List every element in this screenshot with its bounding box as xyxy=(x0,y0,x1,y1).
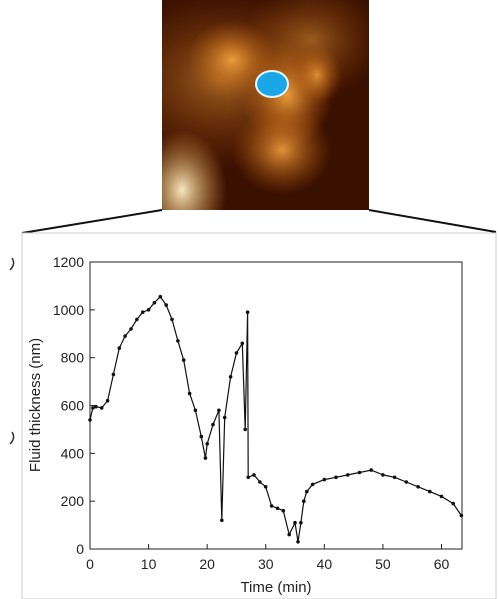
y-tick-label: 0 xyxy=(76,541,84,557)
data-point xyxy=(204,456,208,460)
x-tick-label: 30 xyxy=(258,556,274,572)
data-point xyxy=(118,346,122,350)
data-point xyxy=(217,409,221,413)
y-tick-label: 1200 xyxy=(53,254,84,270)
data-point xyxy=(106,399,110,403)
y-tick-label: 600 xyxy=(61,398,85,414)
x-tick-label: 60 xyxy=(434,556,450,572)
data-point xyxy=(276,507,280,511)
data-point xyxy=(305,490,309,494)
data-point xyxy=(220,519,224,523)
data-point xyxy=(323,478,327,482)
x-axis-label: Time (min) xyxy=(240,579,311,596)
data-point xyxy=(428,490,432,494)
data-point xyxy=(264,485,268,489)
x-tick-label: 10 xyxy=(141,556,157,572)
data-point xyxy=(229,375,233,379)
data-point xyxy=(440,495,444,499)
data-point xyxy=(334,476,338,480)
data-point xyxy=(460,514,464,518)
x-tick-label: 20 xyxy=(199,556,215,572)
data-point xyxy=(164,303,168,307)
y-tick-label: 400 xyxy=(61,445,85,461)
y-axis-label: Fluid thickness (nm) xyxy=(27,338,44,472)
data-point xyxy=(182,358,186,362)
data-point xyxy=(141,310,145,314)
data-point xyxy=(299,521,303,525)
data-point xyxy=(235,351,239,355)
y-tick-label: 200 xyxy=(61,493,85,509)
data-point xyxy=(296,540,300,544)
data-point xyxy=(293,521,297,525)
data-point xyxy=(88,418,92,422)
data-point xyxy=(176,339,180,343)
data-point xyxy=(381,473,385,477)
zoom-line-right xyxy=(369,210,496,232)
data-point xyxy=(194,409,198,413)
background-mark xyxy=(10,432,14,444)
data-point xyxy=(112,373,116,377)
data-point xyxy=(246,476,250,480)
data-point xyxy=(405,480,409,484)
data-point xyxy=(243,428,247,432)
data-point xyxy=(416,485,420,489)
y-tick-label: 1000 xyxy=(53,302,84,318)
data-point xyxy=(346,473,350,477)
data-point xyxy=(159,295,163,299)
data-point xyxy=(246,310,250,314)
data-point xyxy=(287,533,291,537)
x-tick-label: 0 xyxy=(86,556,94,572)
data-point xyxy=(188,392,192,396)
x-tick-label: 40 xyxy=(317,556,333,572)
data-point xyxy=(241,342,245,346)
data-point xyxy=(200,435,204,439)
data-point xyxy=(211,423,215,427)
data-point xyxy=(258,480,262,484)
data-point xyxy=(270,504,274,508)
background-mark xyxy=(10,258,14,270)
data-point xyxy=(147,308,151,312)
data-point xyxy=(223,416,227,420)
data-point xyxy=(94,405,98,409)
data-point xyxy=(252,473,256,477)
zoom-line-left xyxy=(22,210,162,233)
data-point xyxy=(135,318,139,322)
data-point xyxy=(451,502,455,506)
data-point xyxy=(153,301,157,305)
plot-area xyxy=(90,262,462,549)
data-point xyxy=(311,483,315,487)
data-point xyxy=(205,442,209,446)
data-point xyxy=(170,318,174,322)
data-point xyxy=(369,468,373,472)
data-point xyxy=(129,327,133,331)
data-point xyxy=(393,476,397,480)
data-point xyxy=(282,509,286,513)
data-point xyxy=(302,499,306,503)
data-point xyxy=(100,406,104,410)
data-point xyxy=(358,471,362,475)
data-point xyxy=(123,334,127,338)
y-tick-label: 800 xyxy=(61,350,85,366)
x-tick-label: 50 xyxy=(375,556,391,572)
